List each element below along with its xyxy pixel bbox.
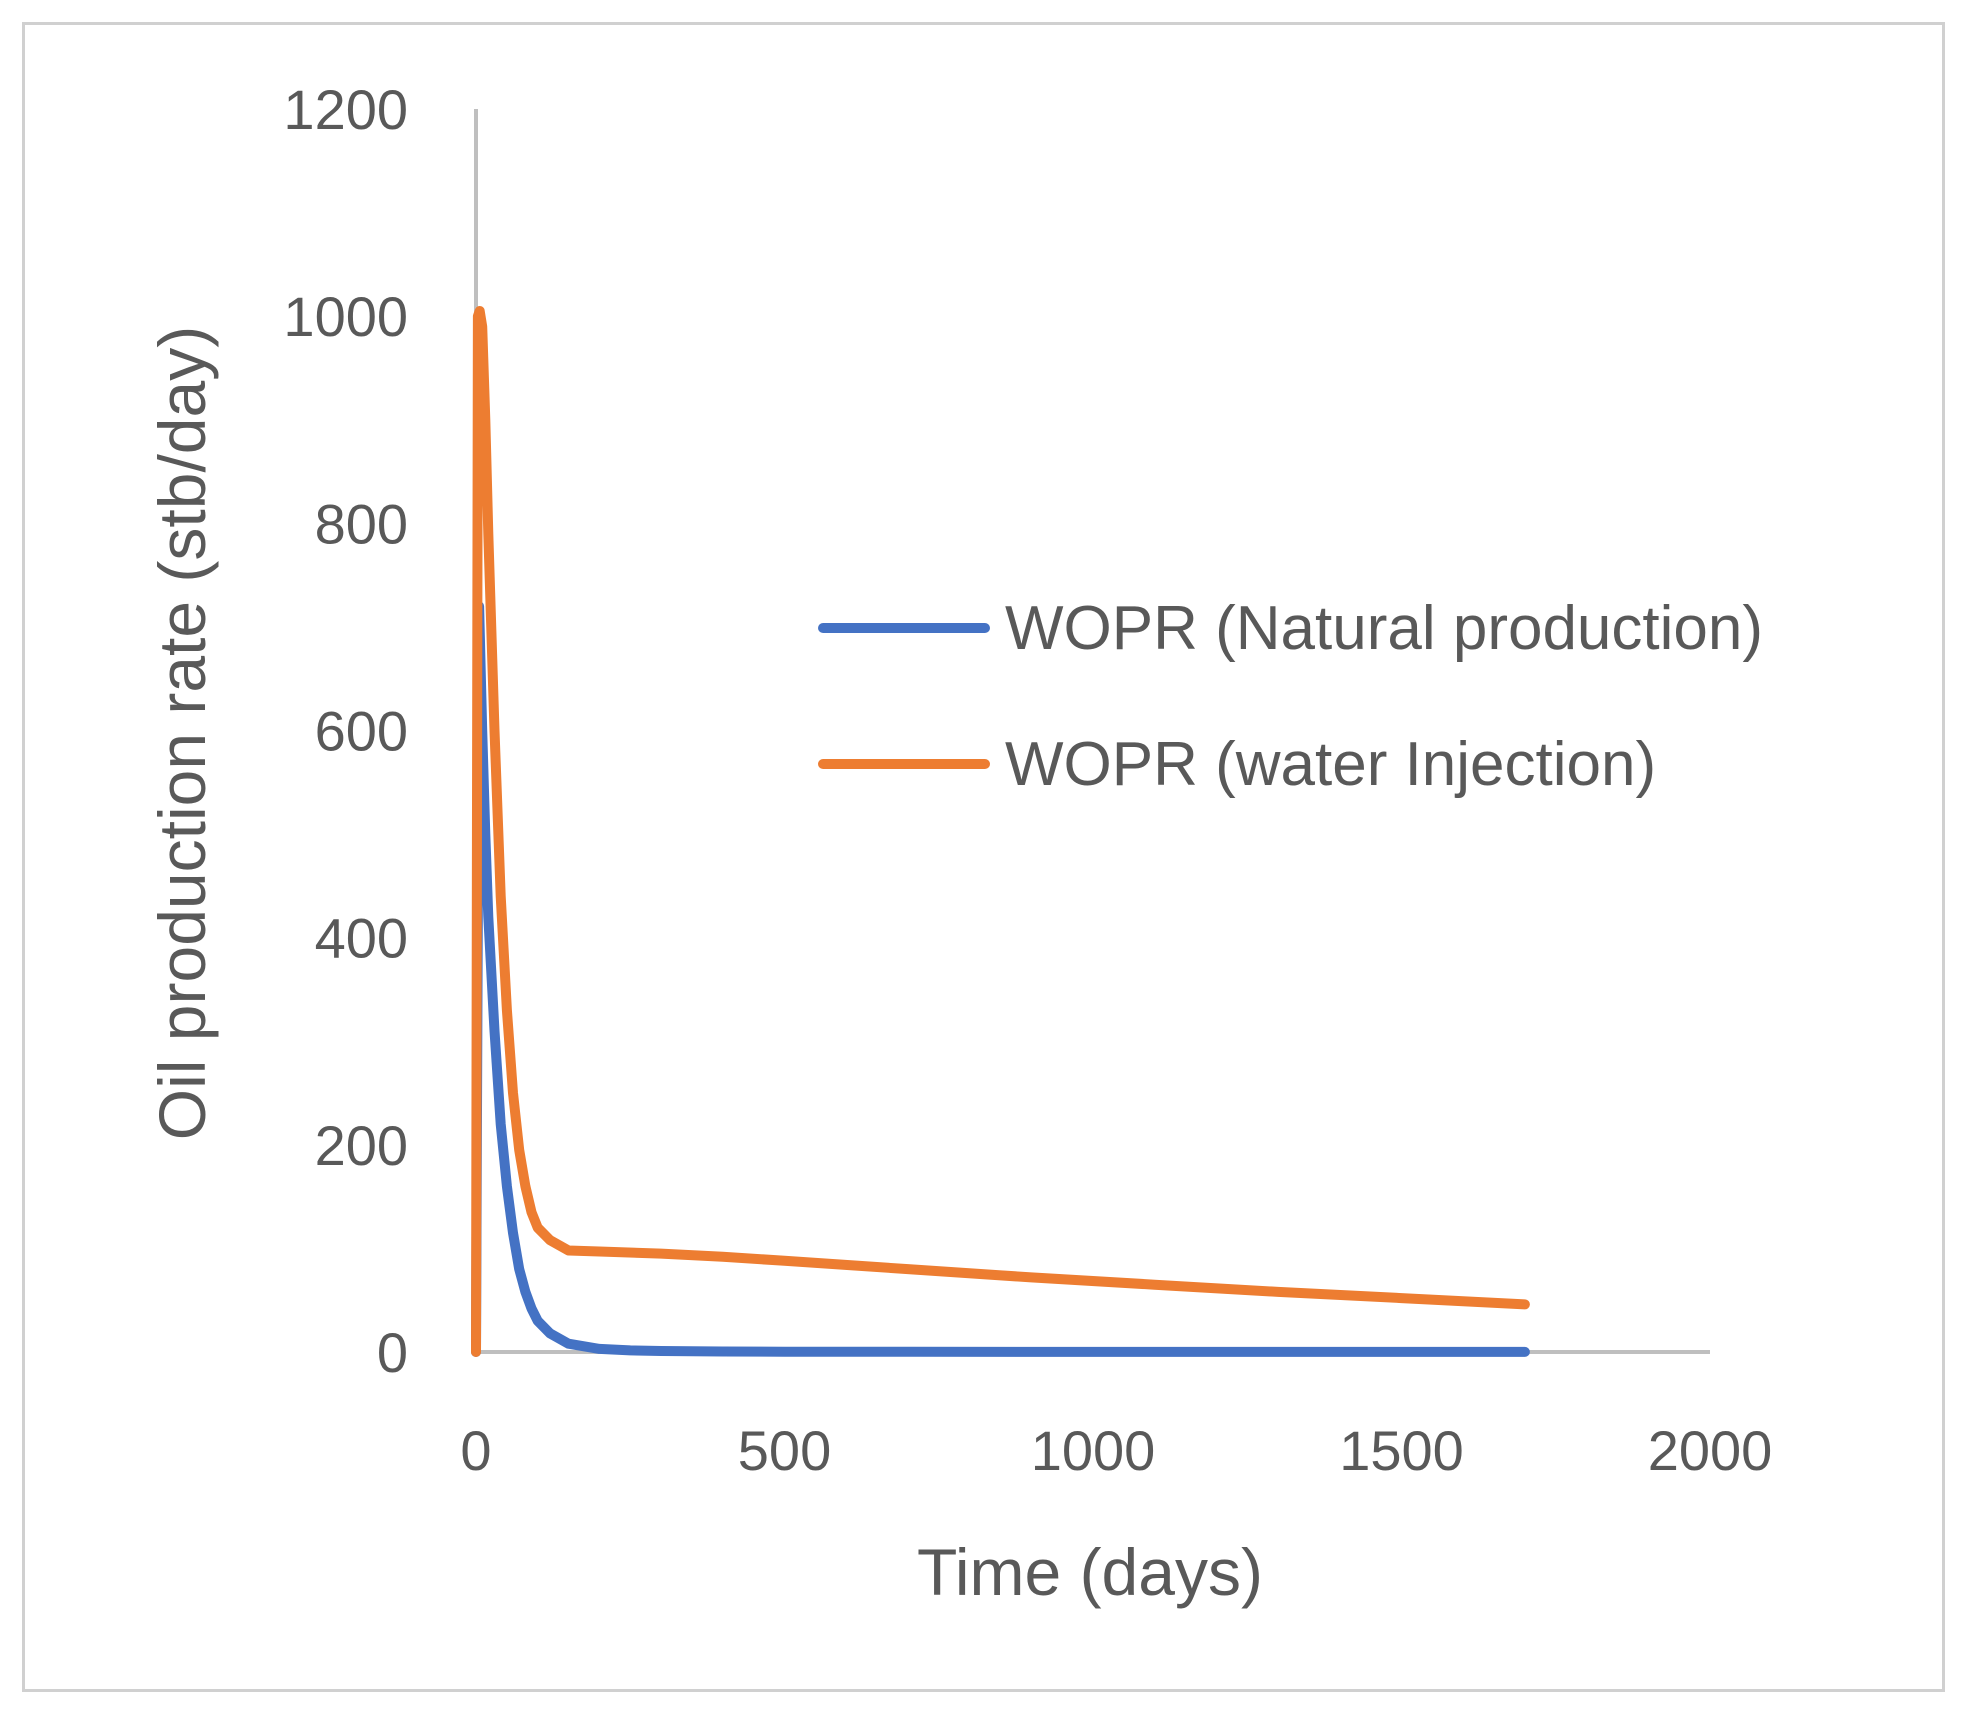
series-line-natural <box>471 601 1530 1357</box>
series-line-injection <box>471 306 1530 1357</box>
chart-frame <box>22 22 1945 1692</box>
x-tick-labels: 0 500 1000 1500 2000 <box>460 1419 1772 1482</box>
legend-item-injection: WOPR (water Injection) <box>818 730 1656 799</box>
legend-label-injection: WOPR (water Injection) <box>1005 730 1656 799</box>
y-tick-label: 200 <box>315 1114 408 1177</box>
series-layer <box>471 306 1530 1357</box>
y-tick-labels: 0 200 400 600 800 1000 1200 <box>283 78 408 1384</box>
y-tick-label: 800 <box>315 492 408 555</box>
legend: WOPR (Natural production) WOPR (water In… <box>818 594 1763 799</box>
y-tick-label: 1000 <box>283 285 408 348</box>
x-tick-label: 500 <box>738 1419 831 1482</box>
y-tick-label: 1200 <box>283 78 408 141</box>
x-tick-label: 1500 <box>1339 1419 1464 1482</box>
legend-item-natural: WOPR (Natural production) <box>818 594 1763 663</box>
x-tick-label: 1000 <box>1031 1419 1156 1482</box>
x-tick-label: 0 <box>460 1419 491 1482</box>
legend-label-natural: WOPR (Natural production) <box>1005 594 1763 663</box>
x-axis-title: Time (days) <box>917 1535 1263 1609</box>
y-tick-label: 0 <box>377 1321 408 1384</box>
x-tick-label: 2000 <box>1648 1419 1773 1482</box>
y-axis-title: Oil production rate (stb/day) <box>145 326 219 1140</box>
y-tick-label: 400 <box>315 907 408 970</box>
y-tick-label: 600 <box>315 700 408 763</box>
